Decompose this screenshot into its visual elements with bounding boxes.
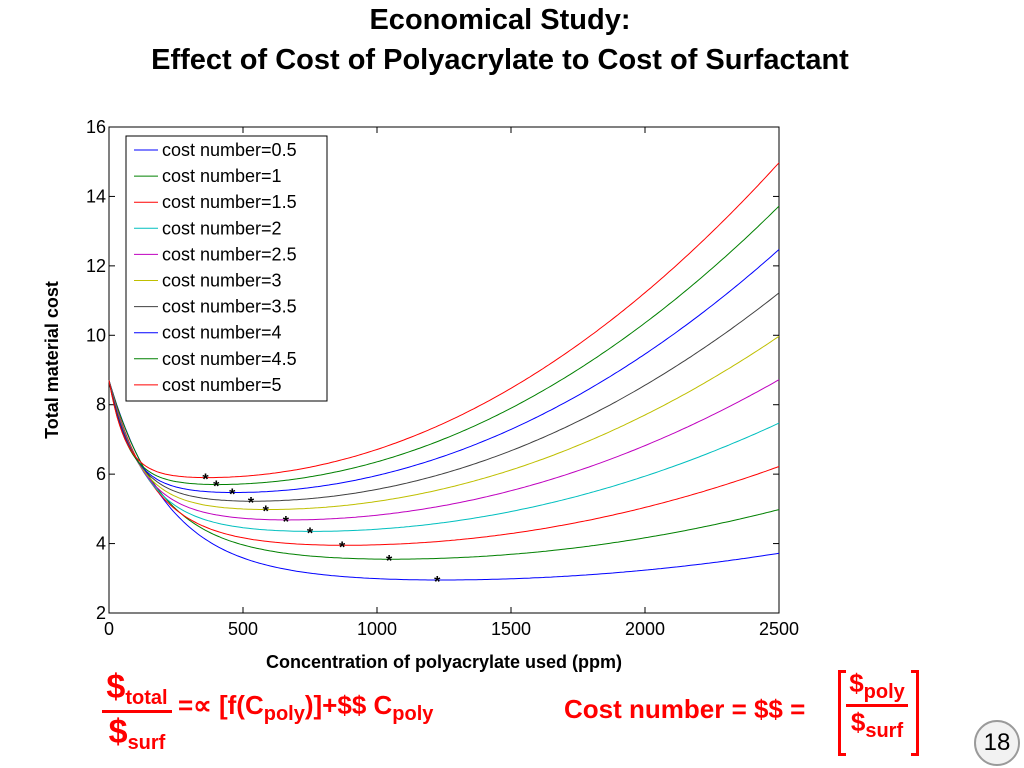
- x-axis-label: Concentration of polyacrylate used (ppm): [266, 652, 622, 672]
- left-bracket: [838, 670, 846, 756]
- series-line: [108, 380, 780, 532]
- right-bracket: [911, 670, 919, 756]
- minimum-marker: *: [307, 525, 314, 542]
- fraction-bar: [102, 710, 172, 713]
- minimum-markers: **********: [202, 472, 441, 591]
- x-tick-label: 1500: [491, 619, 531, 639]
- minimum-marker: *: [283, 514, 290, 531]
- cost-denominator: $surf: [850, 707, 904, 742]
- x-tick-label: 2000: [625, 619, 665, 639]
- x-tick-label: 2500: [759, 619, 799, 639]
- minimum-marker: *: [386, 553, 393, 570]
- y-tick-label: 10: [86, 325, 106, 345]
- minimum-marker: *: [263, 504, 270, 521]
- y-tick-label: 12: [86, 256, 106, 276]
- slide-title-line1: Economical Study:: [369, 4, 631, 36]
- page-number: 18: [974, 720, 1020, 766]
- y-tick-label: 2: [96, 603, 106, 623]
- y-tick-label: 8: [96, 395, 106, 415]
- series-lines: [108, 162, 780, 581]
- series-line: [108, 379, 780, 521]
- minimum-marker: *: [434, 574, 441, 591]
- axis-ticks: 0 500 1000 1500 2000 2500 2 4 6 8 10 12 14 16: [86, 117, 799, 639]
- y-tick-label: 4: [96, 534, 106, 554]
- equation-rhs: =∝ [f(Cpoly)]+$$ Cpoly: [178, 690, 434, 725]
- legend-label: cost number=4.5: [162, 349, 297, 369]
- series-line: [108, 292, 780, 502]
- legend-label: cost number=0.5: [162, 140, 297, 160]
- legend-label: cost number=3.5: [162, 297, 297, 317]
- minimum-marker: *: [202, 472, 209, 489]
- cost-number-label: Cost number = $$ =: [564, 694, 806, 724]
- legend-label: cost number=5: [162, 375, 282, 395]
- x-tick-label: 0: [104, 619, 114, 639]
- series-line: [108, 249, 780, 493]
- y-tick-label: 6: [96, 464, 106, 484]
- x-tick-label: 500: [228, 619, 258, 639]
- y-axis-label: Total material cost: [42, 281, 62, 439]
- minimum-marker: *: [339, 539, 346, 556]
- numerator: $total: [106, 668, 168, 709]
- legend-label: cost number=2: [162, 218, 282, 238]
- legend-label: cost number=2.5: [162, 244, 297, 264]
- minimum-marker: *: [229, 487, 236, 504]
- slide-title-line2: Effect of Cost of Polyacrylate to Cost o…: [151, 44, 849, 76]
- denominator: $surf: [108, 713, 166, 754]
- series-line: [108, 335, 780, 511]
- equation-fraction: $total $surf: [102, 668, 172, 755]
- series-line: [108, 205, 780, 486]
- series-line: [108, 380, 780, 560]
- legend: cost number=0.5 cost number=1 cost number=…: [125, 135, 328, 402]
- series-line: [108, 380, 780, 581]
- cost-equation: $total $surf =∝ [f(Cpoly)]+$$ Cpoly: [100, 668, 540, 763]
- series-line: [108, 162, 780, 479]
- minimum-marker: *: [213, 479, 220, 496]
- y-tick-label: 14: [86, 186, 106, 206]
- series-line: [108, 380, 780, 546]
- legend-label: cost number=1: [162, 166, 282, 186]
- y-tick-label: 16: [86, 117, 106, 137]
- legend-label: cost number=4: [162, 323, 282, 343]
- cost-numerator: $poly: [849, 668, 905, 703]
- cost-number-equation: Cost number = $$ = $poly $surf: [562, 668, 932, 763]
- x-tick-label: 1000: [357, 619, 397, 639]
- cost-number-fraction: $poly $surf: [846, 668, 908, 743]
- cost-fraction-bar: [846, 704, 908, 707]
- legend-label: cost number=3: [162, 271, 282, 291]
- legend-box: [125, 135, 328, 402]
- minimum-marker: *: [248, 495, 255, 512]
- legend-label: cost number=1.5: [162, 192, 297, 212]
